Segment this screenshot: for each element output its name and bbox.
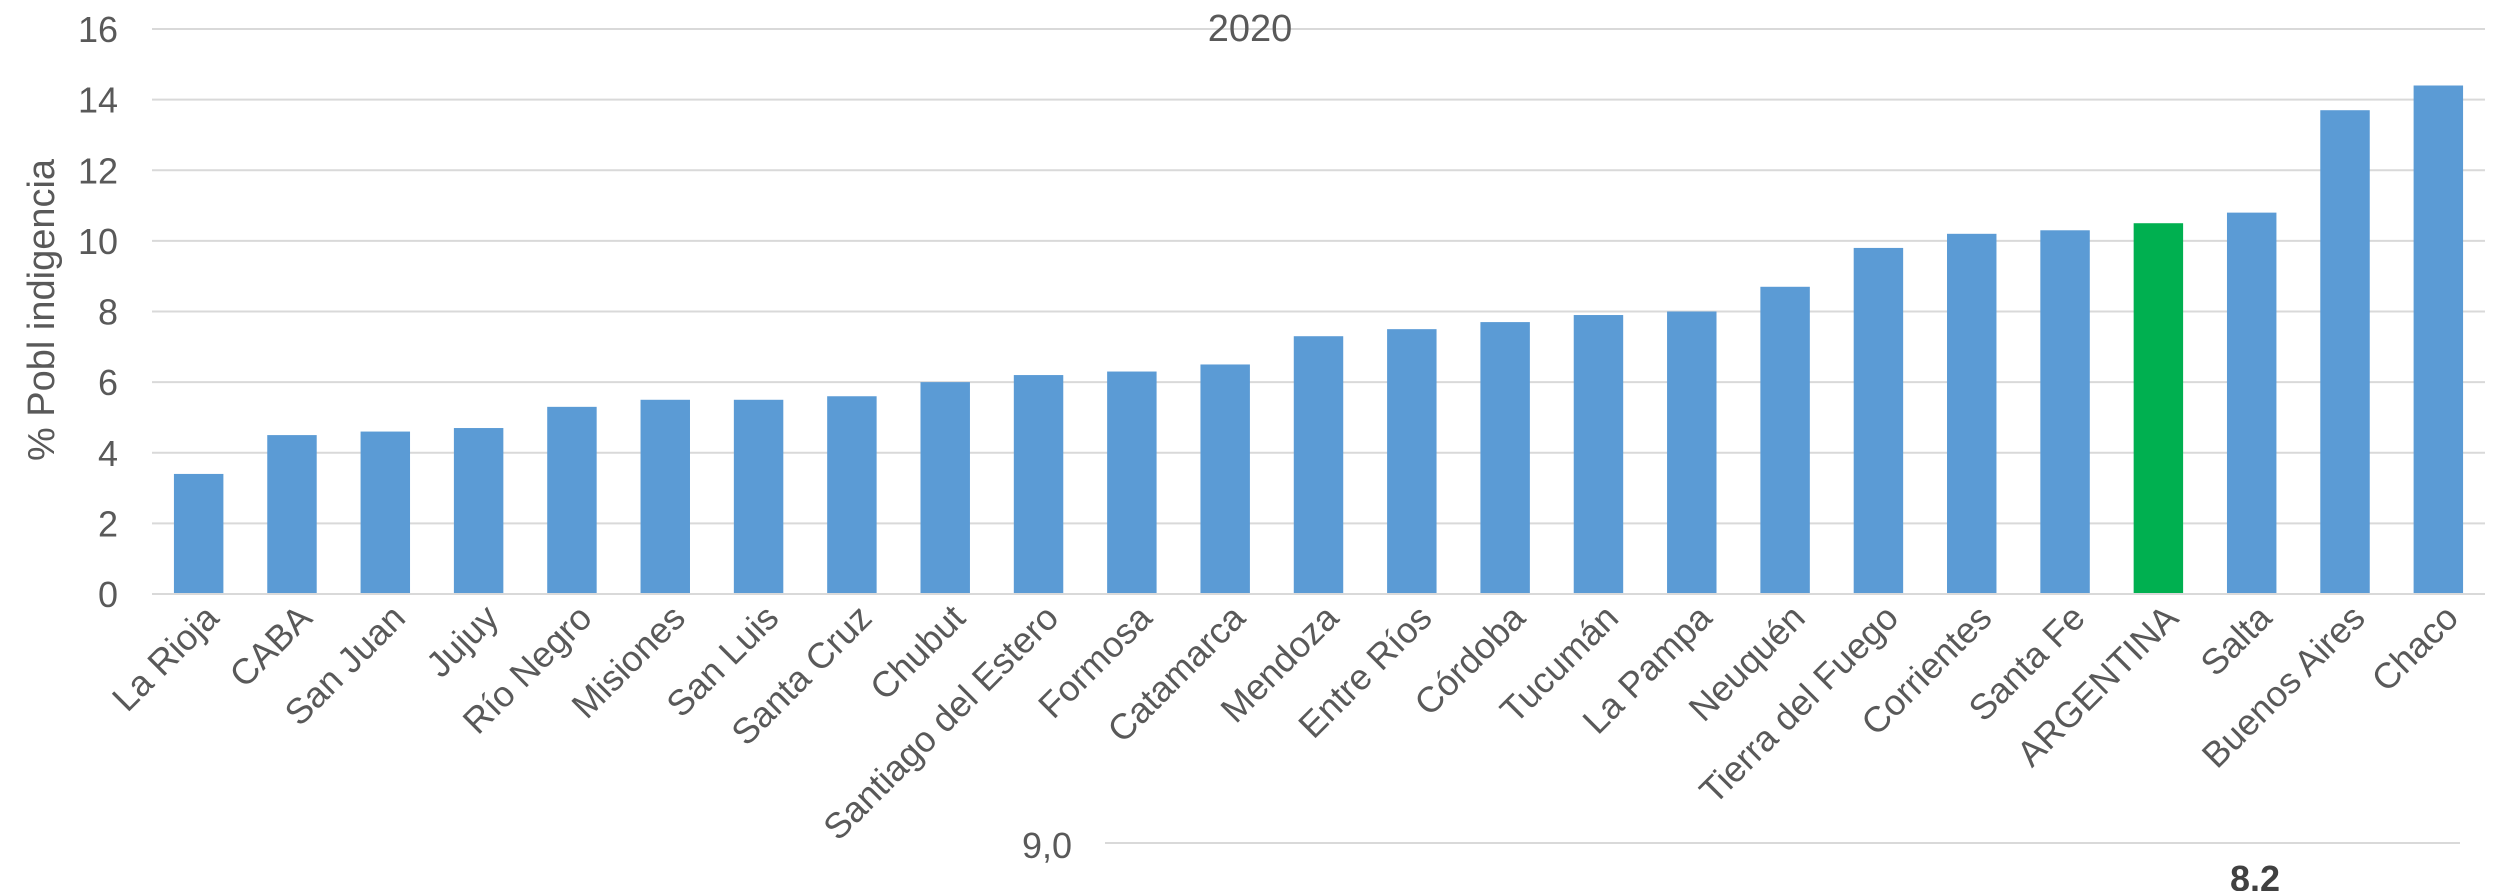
- y-tick-label: 2: [98, 503, 118, 544]
- bar-santiago-del-estero: [1013, 375, 1064, 594]
- bar-argentina: [2133, 223, 2184, 594]
- bar-mendoza: [1293, 336, 1344, 594]
- bar-tucumán: [1573, 315, 1624, 594]
- y-tick-label: 16: [78, 9, 118, 50]
- y-tick-label: 10: [78, 221, 118, 262]
- x-tick-label: Jujuy: [418, 597, 506, 685]
- bar-formosa: [1107, 371, 1157, 594]
- bar-la-pampa: [1667, 311, 1717, 594]
- bar-caba: [267, 435, 317, 594]
- bar-tierra-del-fuego: [1853, 247, 1904, 594]
- y-tick-label: 12: [78, 150, 118, 191]
- bar-corrientes: [1947, 233, 1997, 594]
- y-axis-label: % Pobl indigencia: [21, 158, 63, 461]
- bar-salta: [2226, 212, 2277, 594]
- cropped-tick-label: 9,0: [1022, 825, 1072, 866]
- bar-san-juan: [360, 431, 411, 594]
- bar-misiones: [640, 399, 690, 594]
- bar-neuquén: [1760, 286, 1810, 594]
- y-tick-label: 0: [98, 574, 118, 615]
- x-tick-label: Buenos Aires: [2194, 597, 2373, 776]
- bar-chaco: [2413, 85, 2464, 594]
- y-tick-label: 8: [98, 292, 118, 333]
- y-tick-label: 6: [98, 362, 118, 403]
- bars: [173, 85, 2464, 594]
- chart-title: 2020: [1208, 8, 1293, 50]
- bar-santa-cruz: [827, 396, 877, 594]
- bar-catamarca: [1200, 364, 1250, 594]
- cropped-lower-chart: 9,0 8.2: [1022, 825, 2460, 891]
- x-tick-label: La Rioja: [104, 596, 227, 719]
- bar-chubut: [920, 382, 970, 594]
- bar-la-rioja: [173, 473, 224, 594]
- bar-entre-ríos: [1387, 329, 1437, 594]
- bar-buenos-aires: [2320, 110, 2370, 594]
- bar-san-luis: [733, 399, 784, 594]
- x-tick-label: ARGENTINA: [2009, 597, 2187, 775]
- bar-santa-fe: [2040, 230, 2090, 594]
- y-tick-label: 4: [98, 433, 118, 474]
- cropped-data-label: 8.2: [2230, 858, 2280, 891]
- bar-jujuy: [453, 428, 504, 594]
- y-tick-label: 14: [78, 80, 118, 121]
- bar-córdoba: [1480, 322, 1530, 594]
- x-tick-label: Salta: [2192, 596, 2280, 684]
- x-tick-label: Chaco: [2363, 597, 2466, 700]
- y-axis-ticks: 0 2 4 6 8 10 12 14 16: [78, 9, 118, 615]
- bar-río-negro: [547, 406, 597, 594]
